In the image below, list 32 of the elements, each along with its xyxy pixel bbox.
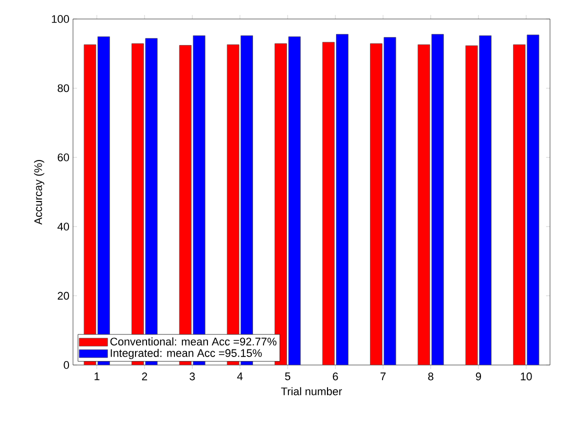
x-tick-label: 7 [380, 372, 386, 380]
bar [384, 37, 396, 365]
y-tick-label: 100 [52, 15, 70, 23]
bar [336, 34, 348, 365]
bar [526, 34, 540, 365]
legend-label: Integrated: mean Acc =95.15% [110, 348, 262, 360]
bar [418, 44, 430, 365]
bar [513, 44, 526, 365]
x-tick-label: 3 [190, 372, 195, 380]
x-tick-label: 2 [142, 372, 148, 380]
bar [274, 43, 287, 365]
y-axis-title: Accurcay (%) [34, 160, 44, 225]
y-tick-label: 0 [64, 361, 70, 369]
legend-label: Conventional: mean Acc =92.77% [110, 337, 276, 346]
bar [288, 36, 301, 365]
x-tick-label: 4 [237, 372, 243, 380]
y-tick-label: 20 [58, 292, 70, 300]
bar [370, 43, 382, 365]
bar [479, 35, 492, 365]
y-tick-label: 60 [58, 154, 70, 162]
y-tick-label: 80 [58, 84, 70, 92]
x-tick-label: 1 [94, 372, 100, 380]
y-tick-label: 40 [57, 222, 70, 230]
x-tick-label: 6 [332, 372, 338, 380]
x-tick-label: 5 [285, 372, 290, 380]
x-axis-title: Trial number [281, 387, 342, 396]
x-tick-label: 9 [476, 372, 482, 380]
bar [465, 45, 478, 365]
bar [431, 34, 444, 365]
x-tick-label: 8 [428, 372, 434, 380]
x-tick-label: 10 [520, 372, 532, 380]
bar [322, 42, 335, 365]
